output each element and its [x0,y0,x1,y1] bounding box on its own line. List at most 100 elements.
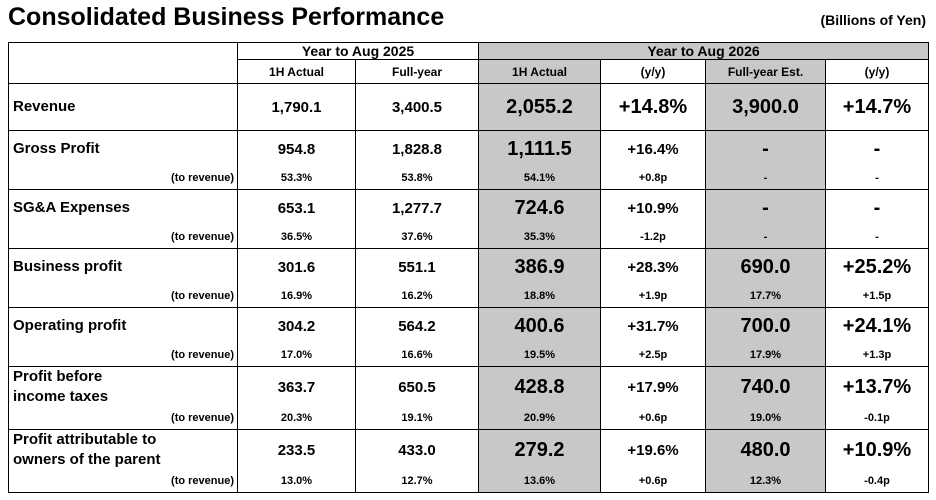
row-label-line: Operating profit [13,317,127,334]
unit: (Billions of Yen) [820,12,926,28]
ratio-cell: -1.2p [600,226,706,249]
metric-row: SG&A Expenses 653.1 1,277.7 724.6 +10.9% - - [8,189,929,226]
metric-row: Gross Profit 954.8 1,828.8 1,111.5 +16.4% - - [8,130,929,167]
value-cell: 724.6 [478,189,601,226]
ratio-cell: 17.0% [237,344,356,367]
title: Consolidated Business Performance [8,3,445,31]
ratio-label: (to revenue) [8,407,238,430]
column-header: Full-year Est. [705,59,826,84]
header-row: 1H Actual Full-year 1H Actual (y/y) Full-yea… [9,59,929,84]
row-label-line: Business profit [13,258,123,275]
value-cell: 428.8 [478,366,601,407]
row-label-line: Revenue [13,98,76,115]
metric-row: Operating profit 304.2 564.2 400.6 +31.7% 700… [8,307,929,344]
ratio-cell: 19.1% [355,407,479,430]
value-cell: 386.9 [478,248,601,285]
row-label: Business profit [8,248,238,285]
ratio-cell: +1.5p [825,285,929,308]
ratio-cell: - [705,167,826,190]
performance-table: Year to Aug 2025 Year to Aug 2026 1H Actua… [8,42,929,493]
ratio-cell: 16.6% [355,344,479,367]
value-cell: 480.0 [705,429,826,470]
value-cell: 653.1 [237,189,356,226]
ratio-cell: 12.7% [355,470,479,493]
value-cell: 3,400.5 [355,83,479,131]
ratio-cell: 20.9% [478,407,601,430]
row-label-line: Profit attributable to [13,431,157,448]
value-cell: +31.7% [600,307,706,344]
ratio-cell: +0.6p [600,407,706,430]
value-cell: +28.3% [600,248,706,285]
ratio-label: (to revenue) [8,344,238,367]
value-cell: 1,828.8 [355,130,479,167]
value-cell: 551.1 [355,248,479,285]
row-label: SG&A Expenses [8,189,238,226]
ratio-cell: - [825,226,929,249]
ratio-cell: 19.0% [705,407,826,430]
value-cell: +17.9% [600,366,706,407]
value-cell: 3,900.0 [705,83,826,131]
ratio-cell: 19.5% [478,344,601,367]
corner-cell [8,42,238,84]
ratio-row: (to revenue) 13.0% 12.7% 13.6% +0.6p 12.3% -0.… [8,470,929,493]
ratio-cell: 12.3% [705,470,826,493]
ratio-cell: 20.3% [237,407,356,430]
row-label: Revenue [8,83,238,131]
ratio-cell: +0.6p [600,470,706,493]
value-cell: +25.2% [825,248,929,285]
value-cell: 1,111.5 [478,130,601,167]
column-header: (y/y) [825,59,929,84]
value-cell: +10.9% [825,429,929,470]
ratio-row: (to revenue) 53.3% 53.8% 54.1% +0.8p - - [8,167,929,190]
row-label: Gross Profit [8,130,238,167]
value-cell: 233.5 [237,429,356,470]
ratio-cell: 53.8% [355,167,479,190]
ratio-cell: +1.3p [825,344,929,367]
ratio-cell: 37.6% [355,226,479,249]
group-header: Year to Aug 2026 [478,42,929,60]
value-cell: 954.8 [237,130,356,167]
ratio-cell: 17.7% [705,285,826,308]
value-cell: 304.2 [237,307,356,344]
ratio-label: (to revenue) [8,470,238,493]
ratio-cell: 35.3% [478,226,601,249]
ratio-cell: 36.5% [237,226,356,249]
ratio-row: (to revenue) 20.3% 19.1% 20.9% +0.6p 19.0% -0.… [8,407,929,430]
ratio-cell: 13.6% [478,470,601,493]
column-header: 1H Actual [478,59,601,84]
row-label: Profit attributable to owners of the pare… [8,429,238,470]
value-cell: +24.1% [825,307,929,344]
value-cell: 564.2 [355,307,479,344]
column-header: Full-year [355,59,479,84]
value-cell: 740.0 [705,366,826,407]
metric-row: Profit attributable to owners of the pare… [8,429,929,470]
ratio-cell: 18.8% [478,285,601,308]
row-label-line: Gross Profit [13,140,100,157]
row-label-line: income taxes [13,388,109,405]
ratio-label: (to revenue) [8,167,238,190]
ratio-cell: -0.4p [825,470,929,493]
ratio-cell: 13.0% [237,470,356,493]
header-row: Year to Aug 2025 Year to Aug 2026 [8,42,929,84]
row-label-line: SG&A Expenses [13,199,130,216]
metric-row: Profit before income taxes 363.7 650.5 428.8… [8,366,929,407]
ratio-cell: 16.2% [355,285,479,308]
value-cell: 1,277.7 [355,189,479,226]
value-cell: +14.7% [825,83,929,131]
value-cell: +10.9% [600,189,706,226]
value-cell: +13.7% [825,366,929,407]
value-cell: 650.5 [355,366,479,407]
ratio-cell: +0.8p [600,167,706,190]
value-cell: - [705,130,826,167]
value-cell: 400.6 [478,307,601,344]
group-header: Year to Aug 2025 [237,42,479,60]
column-header: (y/y) [600,59,706,84]
ratio-cell: 53.3% [237,167,356,190]
value-cell: +16.4% [600,130,706,167]
row-label: Profit before income taxes [8,366,238,407]
column-header: 1H Actual [237,59,356,84]
value-cell: +19.6% [600,429,706,470]
value-cell: 700.0 [705,307,826,344]
ratio-cell: 16.9% [237,285,356,308]
